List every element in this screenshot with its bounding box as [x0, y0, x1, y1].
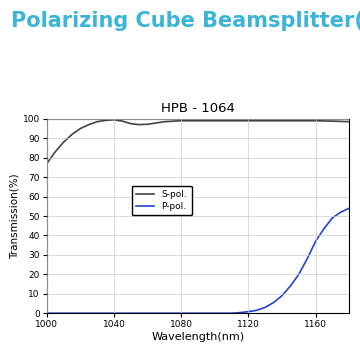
Title: HPB - 1064: HPB - 1064 [161, 102, 235, 115]
X-axis label: Wavelength(nm): Wavelength(nm) [152, 332, 244, 342]
Text: Polarizing Cube Beamsplitter(HPB): Polarizing Cube Beamsplitter(HPB) [11, 11, 360, 31]
Y-axis label: Transmission(%): Transmission(%) [10, 173, 20, 259]
Legend: S-pol., P-pol.: S-pol., P-pol. [132, 185, 192, 215]
